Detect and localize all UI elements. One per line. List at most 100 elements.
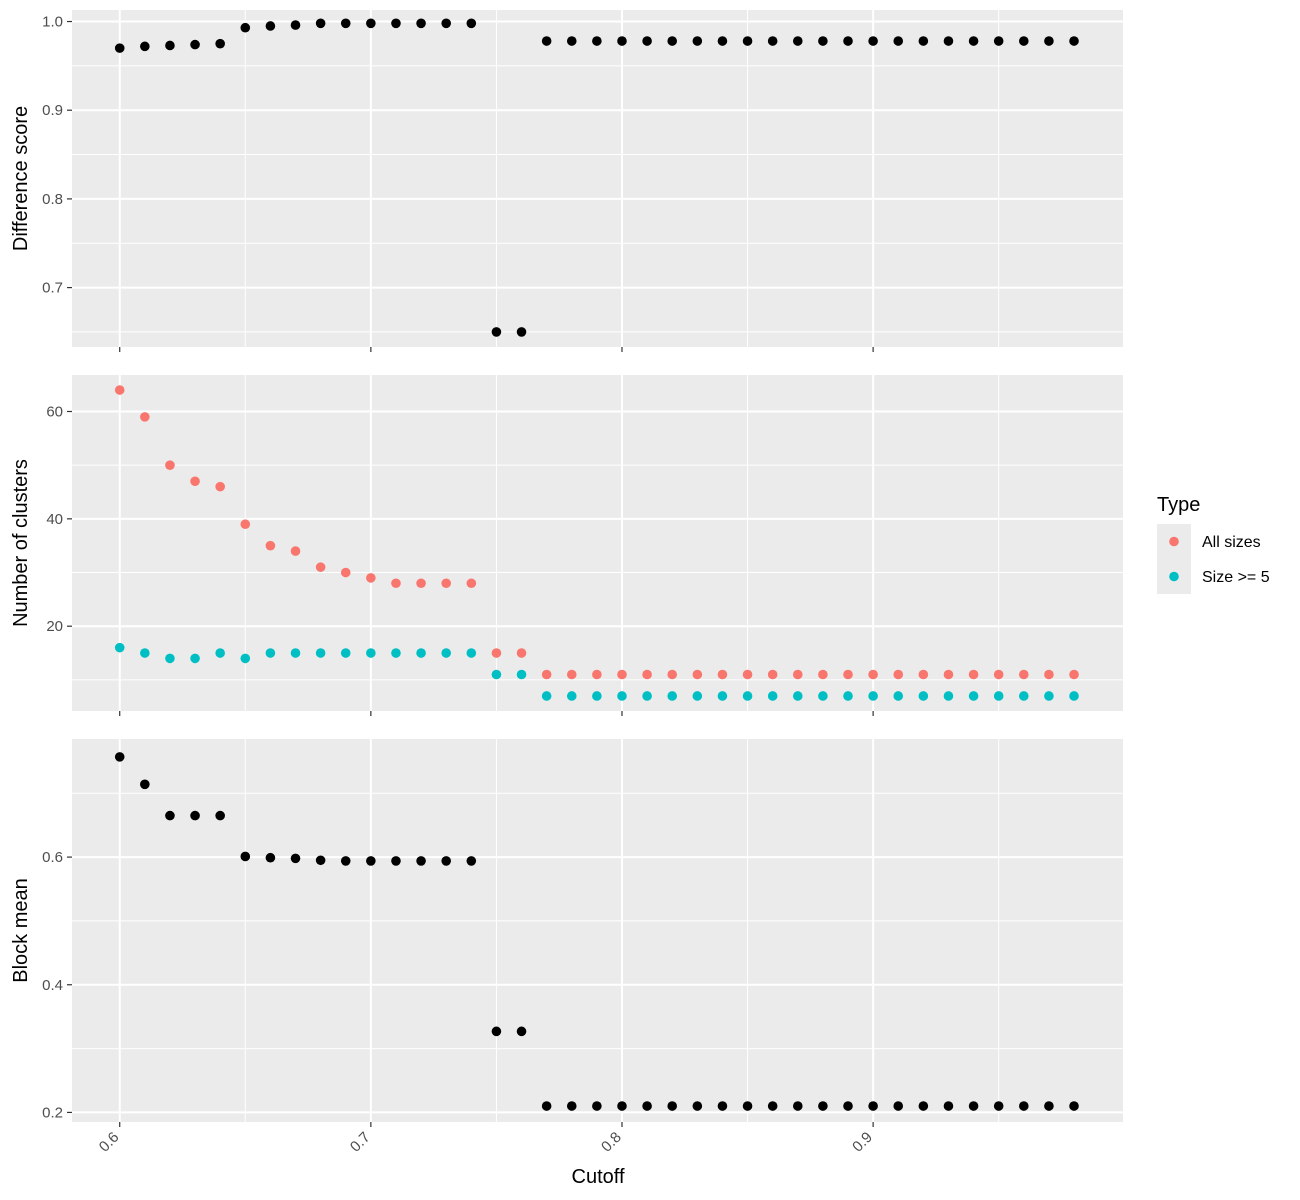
data-point (968, 36, 979, 46)
y-axis-title: Number of clusters (10, 459, 32, 627)
data-point (541, 1101, 552, 1111)
data-point (1044, 669, 1054, 680)
data-point (466, 648, 477, 658)
data-point (441, 18, 451, 29)
data-point (541, 691, 552, 701)
series-1 (114, 752, 1079, 1111)
data-point (240, 22, 251, 33)
data-point (767, 1101, 778, 1111)
data-point (943, 691, 954, 701)
data-point (1069, 1101, 1079, 1111)
legend-item-2: Size >= 5 (1157, 559, 1270, 594)
series-1 (114, 18, 1079, 337)
data-point (441, 648, 451, 658)
data-point (566, 1101, 577, 1111)
panel-background (72, 739, 1123, 1122)
data-point (667, 691, 678, 701)
data-point (692, 691, 703, 701)
data-point (692, 1101, 703, 1111)
data-point (290, 20, 301, 30)
data-point (1044, 36, 1054, 46)
data-point (692, 36, 703, 46)
data-point (290, 648, 301, 658)
data-point (617, 691, 627, 701)
data-point (843, 1101, 853, 1111)
data-point (818, 1101, 828, 1111)
y-tick-label: 0.2 (42, 1104, 63, 1121)
data-point (566, 36, 577, 46)
data-point (642, 691, 652, 701)
data-point (767, 691, 778, 701)
data-point (592, 36, 602, 46)
data-point (1069, 669, 1079, 680)
panel-1: 0.7 0.8 0.9 1.0 Difference score (10, 10, 1123, 352)
data-point (868, 691, 878, 701)
data-point (491, 327, 502, 337)
data-point (240, 519, 251, 530)
legend-label: All sizes (1202, 534, 1261, 551)
data-point (340, 856, 351, 866)
data-point (265, 852, 276, 863)
data-point (993, 36, 1004, 46)
x-tick-label: 0.9 (849, 1129, 876, 1156)
data-point (366, 856, 376, 866)
data-point (868, 669, 878, 680)
data-point (165, 810, 175, 821)
data-point (1019, 691, 1029, 701)
data-point (441, 578, 451, 589)
data-point (742, 691, 753, 701)
data-point (893, 669, 904, 680)
y-tick-label: 20 (46, 618, 63, 635)
data-point (792, 669, 803, 680)
data-point (391, 648, 401, 658)
y-tick-label: 60 (46, 403, 63, 420)
data-point (416, 856, 426, 866)
data-point (767, 36, 778, 46)
data-point (491, 669, 502, 680)
data-point (592, 691, 602, 701)
legend-label: Size >= 5 (1202, 569, 1270, 586)
data-point (792, 1101, 803, 1111)
data-point (943, 669, 954, 680)
data-point (265, 540, 276, 551)
data-point (516, 1026, 527, 1037)
data-point (140, 41, 150, 52)
data-point (1019, 669, 1029, 680)
data-point (165, 40, 175, 51)
data-point (642, 669, 652, 680)
data-point (240, 851, 251, 862)
data-point (114, 752, 125, 762)
data-point (315, 855, 326, 866)
y-tick-label: 0.4 (42, 977, 63, 994)
data-point (416, 648, 426, 658)
panel-2: 20 40 60 Number of clusters (10, 375, 1123, 716)
y-tick-label: 0.8 (42, 191, 63, 208)
legend: Type All sizes Size >= 5 (1157, 494, 1270, 594)
data-point (742, 36, 753, 46)
data-point (818, 669, 828, 680)
legend-title: Type (1157, 494, 1200, 516)
data-point (391, 856, 401, 866)
data-point (993, 691, 1004, 701)
data-point (541, 36, 552, 46)
data-point (918, 36, 929, 46)
data-point (717, 691, 728, 701)
data-point (843, 36, 853, 46)
data-point (215, 481, 225, 492)
data-point (366, 18, 376, 29)
data-point (416, 18, 426, 29)
data-point (140, 412, 150, 422)
data-point (968, 1101, 979, 1111)
data-point (265, 21, 276, 31)
data-point (868, 1101, 878, 1111)
data-point (290, 853, 301, 864)
data-point (466, 856, 477, 866)
y-tick-label: 0.6 (42, 849, 63, 866)
y-tick-label: 0.9 (42, 102, 63, 119)
data-point (617, 1101, 627, 1111)
series-size-5 (114, 642, 1079, 701)
data-point (993, 669, 1004, 680)
data-point (642, 36, 652, 46)
series-all-sizes (114, 385, 1079, 680)
x-tick-label: 0.7 (347, 1129, 374, 1156)
